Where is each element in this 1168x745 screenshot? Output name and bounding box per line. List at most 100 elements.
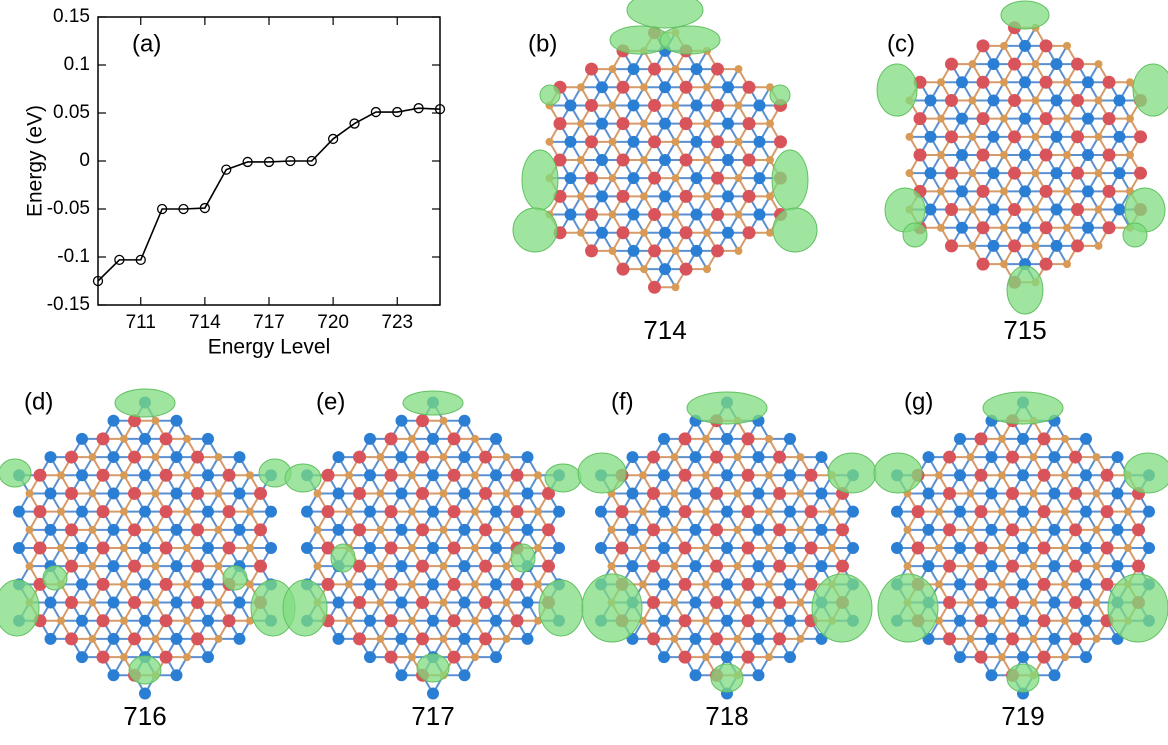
- atom: [975, 505, 988, 518]
- atom: [658, 578, 670, 590]
- atom: [609, 138, 617, 146]
- x-tick-label: 720: [317, 312, 349, 333]
- atom: [191, 596, 204, 609]
- atom: [171, 560, 183, 572]
- atom: [1038, 651, 1051, 664]
- atom: [1082, 222, 1094, 234]
- y-tick-label: -0.15: [47, 294, 90, 315]
- x-tick-label: 714: [189, 312, 221, 333]
- atom: [967, 635, 975, 643]
- atom: [956, 222, 968, 234]
- atom: [672, 211, 680, 219]
- atom: [702, 580, 710, 588]
- atom: [1000, 224, 1008, 232]
- panel-caption: 719: [1001, 701, 1044, 731]
- atom: [1032, 60, 1040, 68]
- atom: [108, 451, 120, 463]
- orbital-lobe: [331, 544, 355, 572]
- atom: [1101, 542, 1114, 555]
- atom: [479, 560, 492, 573]
- orbital-lobe: [770, 85, 790, 105]
- atom: [503, 562, 511, 570]
- x-axis-label: Energy Level: [208, 336, 331, 359]
- atom: [65, 632, 78, 645]
- atom: [784, 469, 796, 481]
- atom: [735, 138, 743, 146]
- atom: [1082, 185, 1094, 197]
- atom: [847, 506, 859, 518]
- atom: [658, 506, 670, 518]
- atom: [448, 432, 461, 445]
- atom: [1008, 130, 1021, 143]
- atom: [1080, 578, 1092, 590]
- atom: [773, 596, 786, 609]
- atom: [416, 560, 429, 573]
- atom: [152, 599, 160, 607]
- atom: [542, 523, 555, 536]
- atom: [448, 505, 461, 518]
- atom: [735, 101, 743, 109]
- atom: [703, 120, 711, 128]
- atom: [1112, 560, 1124, 572]
- atom: [385, 469, 398, 482]
- y-tick-label: -0.05: [47, 198, 90, 219]
- atom: [1038, 578, 1051, 591]
- atom: [364, 506, 376, 518]
- atom: [534, 508, 542, 516]
- atom: [805, 542, 818, 555]
- atom: [215, 453, 223, 461]
- atom: [1061, 580, 1069, 588]
- atom: [703, 156, 711, 164]
- atom: [943, 487, 956, 500]
- y-tick-label: 0.1: [64, 54, 90, 75]
- atom: [988, 204, 1000, 216]
- x-tick-label: 711: [126, 312, 156, 333]
- atom: [935, 544, 943, 552]
- atom: [427, 615, 439, 627]
- atom: [977, 149, 990, 162]
- atom: [923, 487, 935, 499]
- atom: [954, 506, 966, 518]
- atom: [408, 508, 416, 516]
- y-tick-label: 0.05: [53, 102, 90, 123]
- atom: [1103, 221, 1116, 234]
- atom: [34, 542, 47, 555]
- atom: [711, 63, 724, 76]
- atom: [427, 578, 439, 590]
- atom: [1082, 76, 1094, 88]
- atom: [1061, 508, 1069, 516]
- atom: [440, 453, 448, 461]
- orbital-lobe: [773, 208, 817, 252]
- atom: [1101, 578, 1114, 591]
- atom: [97, 578, 110, 591]
- atom: [171, 597, 183, 609]
- atom: [1134, 167, 1147, 180]
- atom: [471, 580, 479, 588]
- atom: [459, 669, 471, 681]
- atom: [76, 651, 88, 663]
- atom: [522, 487, 534, 499]
- atom: [160, 614, 173, 627]
- atom: [215, 599, 223, 607]
- atom: [967, 562, 975, 570]
- atom: [691, 63, 703, 75]
- atom: [183, 435, 191, 443]
- atom: [522, 524, 534, 536]
- orbital-lobe: [812, 574, 872, 642]
- atom: [1038, 542, 1051, 555]
- atom: [977, 185, 990, 198]
- atom: [710, 560, 723, 573]
- atom: [1114, 204, 1126, 216]
- orbital-lobe: [129, 656, 161, 684]
- atom: [246, 544, 254, 552]
- atom: [471, 653, 479, 661]
- atom: [364, 542, 376, 554]
- figure: Energy Level Energy (eV) (a) -0.15-0.1-0…: [0, 0, 1168, 745]
- atom: [108, 560, 120, 572]
- atom: [784, 542, 796, 554]
- atom: [986, 451, 998, 463]
- atom: [658, 469, 670, 481]
- atom: [998, 471, 1006, 479]
- atom: [546, 138, 554, 146]
- atom: [680, 263, 693, 276]
